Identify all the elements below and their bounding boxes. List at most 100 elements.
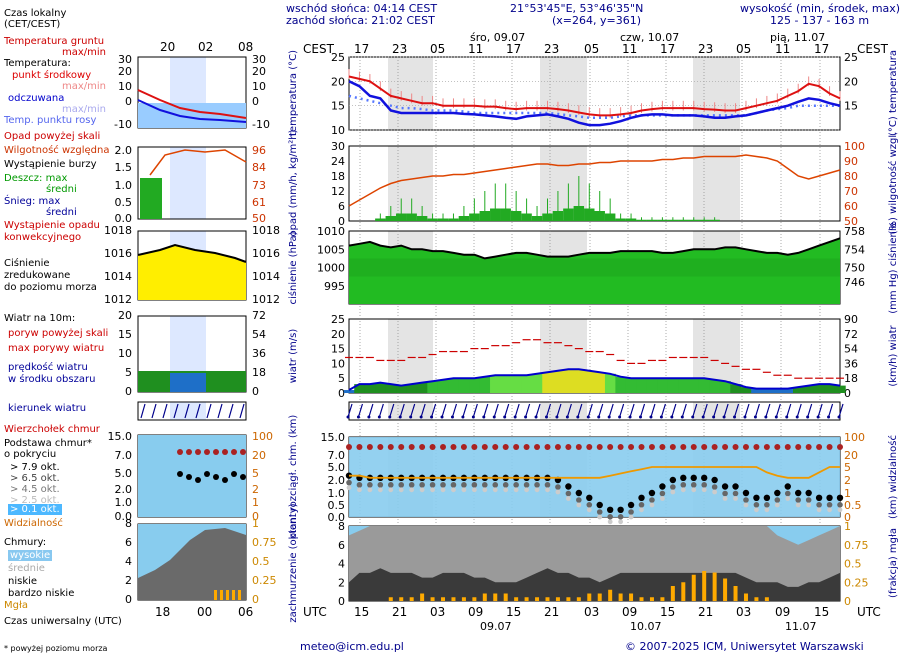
mini-cloud-top-6 [231, 449, 237, 455]
wind-bar-11 [458, 378, 470, 393]
day-bottom-1: 10.07 [630, 620, 662, 633]
fog-bar-34 [702, 571, 707, 601]
wind-arrow-44 [807, 403, 813, 418]
cloud-top-32 [680, 444, 687, 450]
cloud-base-30 [659, 483, 666, 490]
hum-tick-1: 60 [844, 200, 858, 213]
rain-max-label: Deszcz: max [4, 173, 68, 184]
fog-tick-2: 0.5 [844, 558, 862, 571]
cloud-vlow-label: bardzo niskie [8, 588, 75, 599]
cloud-tick-4: 5.0 [328, 461, 346, 474]
mini-fog-tick-3: 0.25 [252, 574, 277, 587]
cloud-base3-12 [471, 487, 477, 493]
fog-bar-22 [576, 597, 581, 601]
cloud-base3-40 [764, 507, 770, 513]
mini-fog-bar-1 [220, 590, 223, 600]
mini-temp-tick-l-1: 20 [118, 65, 132, 78]
cloud-base3-20 [555, 489, 561, 495]
temp-center-label: punkt środkowy [12, 70, 92, 81]
cloud-base2-11 [461, 482, 467, 488]
wind-arrow-33 [692, 403, 698, 418]
wind-arrow-head-30 [659, 415, 663, 419]
footnote: * powyżej poziomu morza [4, 644, 108, 653]
wind-arrow-head-20 [555, 415, 559, 419]
wind-arrow-36 [723, 403, 729, 418]
wind-tick-r-5: 90 [844, 313, 858, 326]
hour-bottom-5: 21 [544, 605, 559, 619]
wind-arrow-head-0 [346, 415, 350, 419]
temp-tick-r-0: 15 [844, 100, 858, 113]
wind-bar-8 [427, 381, 439, 393]
mini-cloud-top-5 [222, 449, 228, 455]
mini-fog-bar-2 [226, 590, 229, 600]
fog-bar-40 [764, 597, 769, 601]
wind-arrow-head-25 [607, 415, 611, 419]
night-band-precip-2 [693, 146, 740, 221]
cloud-top-47 [837, 444, 843, 450]
cov-low-area [349, 568, 840, 601]
footer-email[interactable]: meteo@icm.edu.pl [300, 640, 404, 653]
utc-label-right: UTC [857, 605, 881, 619]
cloud-base-32 [680, 474, 687, 482]
cloud-base-31 [669, 476, 677, 484]
cloud-base-44 [805, 489, 812, 497]
wind-line [348, 368, 841, 391]
hour-top-8: 17 [660, 42, 675, 56]
cloud-base2-6 [408, 482, 415, 488]
press-tick-r-1: 750 [844, 262, 865, 275]
wind-arrow-head-42 [785, 415, 789, 419]
wind-bar-46 [824, 384, 836, 393]
fog-bar-16 [514, 597, 519, 601]
wind-tick-3: 15 [331, 343, 345, 356]
mini-hour-top-2: 08 [238, 40, 253, 54]
mini-precip-tick-1: 1.5 [115, 161, 133, 174]
mini-wind-arrow-3 [173, 403, 179, 419]
hour-bottom-12: 15 [814, 605, 829, 619]
utc-label-left: UTC [303, 605, 327, 619]
wind-arrow-6 [410, 403, 416, 418]
mini-fog-bar-0 [214, 590, 217, 600]
cloud-top-36 [722, 444, 729, 450]
cloud-base-36 [721, 483, 729, 490]
mini-precip-tick-0: 2.0 [115, 144, 133, 157]
temp-tick-l-0: 10 [331, 124, 345, 137]
wind-arrow-head-37 [733, 415, 737, 419]
hour-top-11: 11 [775, 42, 790, 56]
height-values: 125 - 137 - 163 m [770, 14, 870, 27]
mini-fog-bar-3 [232, 590, 235, 600]
cloud-base2-42 [784, 490, 791, 497]
cloud-low-label: niskie [8, 576, 38, 587]
cloud-base3-21 [565, 496, 571, 501]
cloud-base2-22 [576, 497, 582, 503]
cloud-top-10 [450, 444, 457, 450]
wind-arrow-head-43 [795, 415, 799, 419]
night-band-temp-1 [540, 57, 587, 130]
cloud-base3-28 [639, 507, 644, 513]
mini-cloud-tick-3: 2.0 [115, 483, 133, 496]
fog-tick-3: 0.75 [844, 539, 869, 552]
cloud-base3-36 [722, 496, 728, 501]
wind-bar-29 [646, 378, 658, 393]
cloud-base3-1 [357, 487, 362, 493]
cloud-base3-23 [586, 507, 592, 513]
cloud-base-25 [606, 506, 614, 513]
cest-label-left: CEST [303, 42, 335, 56]
hour-top-5: 23 [544, 42, 559, 56]
mini-cloud-tick-2: 5.0 [115, 467, 133, 480]
wind-arrow-0 [347, 403, 353, 418]
wind-arrow-head-28 [639, 415, 643, 419]
vis-tick-6: 100 [844, 431, 865, 444]
mini-hum-tick-0: 96 [252, 144, 266, 157]
mini-wind-arrow-1 [151, 403, 157, 419]
cloud-base-42 [784, 483, 791, 490]
cloud-top-38 [742, 444, 749, 450]
wind-arrow-head-9 [440, 415, 444, 419]
fog-label: Mgła [4, 600, 28, 611]
cloud-base2-34 [701, 482, 707, 488]
hum-tick-0: 50 [844, 215, 858, 228]
mini-wind-tick-r-1: 54 [252, 328, 266, 341]
mini-felt-line [137, 99, 247, 123]
hum-tick-3: 80 [844, 170, 858, 183]
wind-bar-36 [719, 381, 731, 393]
